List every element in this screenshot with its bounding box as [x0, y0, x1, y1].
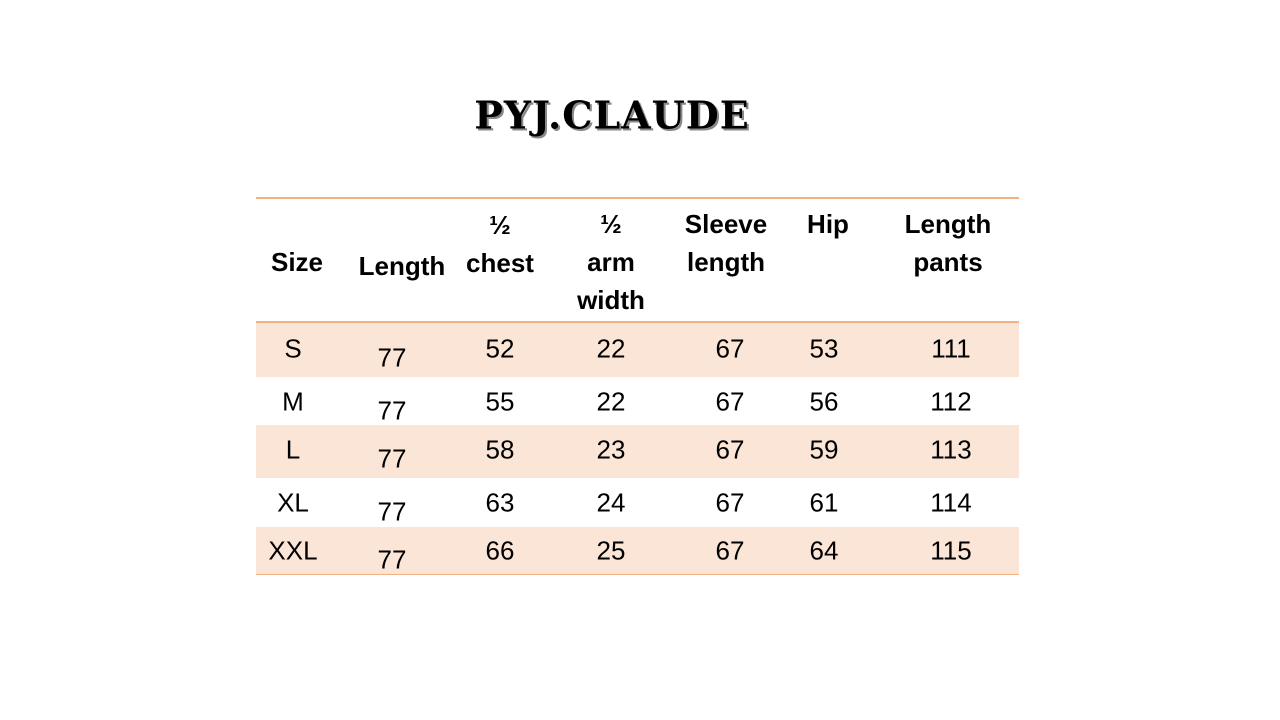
cell-length: 77 — [377, 496, 407, 527]
header-line: ½ — [489, 210, 511, 240]
document-title: PYJ.CLAUDE — [474, 92, 750, 138]
header-size: Size — [271, 243, 323, 281]
header-half-arm-width: ½ arm width — [577, 205, 645, 319]
cell-size: S — [284, 333, 302, 364]
header-line: Length — [358, 251, 446, 281]
cell-length-pants: 111 — [931, 333, 971, 364]
header-length: Length — [359, 247, 446, 285]
header-line: chest — [466, 248, 534, 278]
header-bottom-rule — [256, 321, 1019, 323]
header-line: Length — [904, 209, 992, 239]
cell-hip: 59 — [809, 434, 839, 465]
cell-hip: 53 — [809, 333, 839, 364]
cell-length: 77 — [377, 443, 407, 474]
header-line: arm — [587, 247, 635, 277]
cell-hip: 61 — [809, 487, 839, 518]
header-line: pants — [913, 247, 983, 277]
header-line: width — [577, 285, 645, 315]
cell-half-chest: 55 — [485, 386, 515, 417]
cell-half-chest: 52 — [485, 333, 515, 364]
cell-size: M — [282, 386, 304, 417]
cell-size: XL — [277, 487, 309, 518]
cell-half-arm-width: 25 — [596, 535, 626, 566]
cell-sleeve-length: 67 — [715, 535, 745, 566]
cell-half-chest: 66 — [485, 535, 515, 566]
table-bottom-rule — [256, 574, 1019, 575]
cell-half-arm-width: 24 — [596, 487, 626, 518]
header-line: Sleeve — [684, 209, 768, 239]
cell-length: 77 — [377, 395, 407, 426]
header-line: Hip — [807, 209, 849, 239]
row-band — [256, 527, 1019, 575]
header-half-chest: ½ chest — [466, 206, 534, 282]
row-band — [256, 323, 1019, 377]
cell-size: L — [285, 434, 301, 465]
cell-length-pants: 114 — [930, 487, 972, 518]
cell-size: XXL — [268, 535, 318, 566]
cell-sleeve-length: 67 — [715, 487, 745, 518]
cell-length: 77 — [377, 544, 407, 575]
header-sleeve-length: Sleeve length — [685, 205, 767, 281]
cell-length-pants: 112 — [930, 386, 972, 417]
cell-hip: 64 — [809, 535, 839, 566]
header-line: ½ — [600, 209, 622, 239]
cell-length: 77 — [377, 342, 407, 373]
cell-half-chest: 58 — [485, 434, 515, 465]
cell-hip: 56 — [809, 386, 839, 417]
cell-half-arm-width: 23 — [596, 434, 626, 465]
cell-sleeve-length: 67 — [715, 386, 745, 417]
row-band — [256, 425, 1019, 478]
cell-length-pants: 113 — [930, 434, 972, 465]
cell-half-arm-width: 22 — [596, 386, 626, 417]
cell-sleeve-length: 67 — [715, 434, 745, 465]
header-length-pants: Length pants — [905, 205, 992, 281]
header-line: length — [687, 247, 765, 277]
table-top-rule — [256, 197, 1019, 199]
cell-length-pants: 115 — [930, 535, 972, 566]
cell-half-chest: 63 — [485, 487, 515, 518]
header-hip: Hip — [807, 205, 849, 243]
cell-sleeve-length: 67 — [715, 333, 745, 364]
cell-half-arm-width: 22 — [596, 333, 626, 364]
header-line: Size — [270, 247, 324, 277]
